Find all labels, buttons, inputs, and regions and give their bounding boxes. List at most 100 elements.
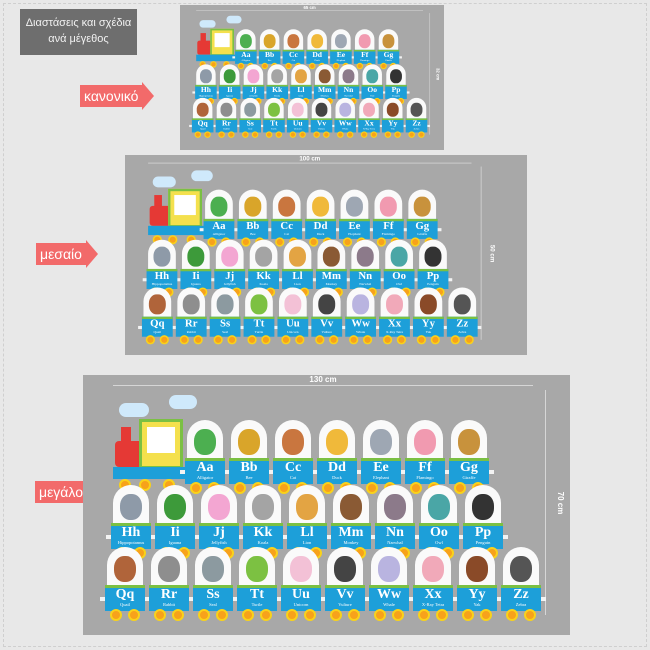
animal-seal-icon bbox=[244, 102, 257, 117]
car-animal-name: Duck bbox=[316, 232, 325, 236]
engine-boiler bbox=[197, 40, 213, 55]
car-letter: Cc bbox=[288, 50, 298, 60]
car-animal-name: Quail bbox=[120, 602, 130, 607]
wheel-icon bbox=[374, 609, 386, 621]
car-box: Gg Giraffe bbox=[406, 218, 438, 239]
train-car: Uu Unicorn bbox=[281, 547, 321, 623]
animal-owl-icon bbox=[428, 494, 450, 520]
car-box: Ss Seal bbox=[209, 316, 241, 337]
car-animal-name: Flamingo bbox=[416, 475, 434, 480]
car-animal-name: Elephant bbox=[336, 59, 346, 62]
wheel-icon bbox=[315, 335, 325, 345]
car-box: Ee Elephant bbox=[361, 458, 401, 484]
car-letter: Zz bbox=[456, 318, 469, 330]
animal-alligator-icon bbox=[239, 34, 252, 49]
car-box: Rr Rabbit bbox=[215, 118, 238, 133]
car-animal-name: Alligator bbox=[196, 475, 214, 480]
car-animal-name: Whale bbox=[383, 602, 395, 607]
animal-zebra-icon bbox=[410, 102, 423, 117]
animal-duck-icon bbox=[326, 429, 348, 455]
width-dimension: 100 cm bbox=[148, 155, 472, 164]
car-dome bbox=[407, 420, 443, 460]
car-box: Dd Duck bbox=[305, 218, 336, 239]
animal-hippopotamus-icon bbox=[153, 246, 171, 267]
info-line-2: ανά μέγεθος bbox=[48, 33, 109, 45]
animal-elephant-icon bbox=[334, 34, 347, 49]
wheel-icon bbox=[384, 131, 392, 138]
car-box: Mm Monkey bbox=[313, 84, 336, 99]
car-animal-name: Yak bbox=[425, 329, 432, 334]
car-dome bbox=[415, 547, 451, 587]
wheel-icon bbox=[392, 609, 404, 621]
car-dome bbox=[319, 420, 355, 460]
car-box: Ii Iguana bbox=[218, 84, 241, 99]
car-animal-name: Flamingo bbox=[381, 232, 395, 236]
car-animal-name: Unicorn bbox=[293, 127, 302, 131]
car-dome bbox=[419, 239, 447, 271]
wheel-icon bbox=[304, 609, 316, 621]
car-letter: Ii bbox=[192, 270, 200, 283]
train-car: Aa Alligator bbox=[185, 420, 225, 496]
car-dome bbox=[239, 547, 275, 587]
car-dome bbox=[215, 239, 244, 271]
wheel-icon bbox=[450, 335, 460, 345]
car-animal-name: Quail bbox=[199, 127, 206, 131]
car-box: Hh Hippopotamus bbox=[111, 523, 151, 549]
animal-quail-icon bbox=[148, 294, 166, 315]
car-letter: Kk bbox=[253, 525, 273, 540]
wheel-icon bbox=[286, 609, 298, 621]
wheel-icon bbox=[337, 131, 344, 138]
car-box: Tt Turtle bbox=[237, 585, 277, 611]
wheel-icon bbox=[356, 62, 364, 70]
car-box: Bb Bee bbox=[229, 458, 269, 484]
car-dome bbox=[148, 239, 176, 271]
car-animal-name: Jellyfish bbox=[211, 540, 227, 545]
cloud-icon bbox=[152, 176, 176, 188]
height-label: 70 cm bbox=[555, 491, 565, 514]
wheel-icon bbox=[168, 235, 178, 245]
car-dome bbox=[307, 29, 327, 51]
car-animal-name: Quail bbox=[153, 329, 162, 334]
car-box: Pp Penguin bbox=[417, 268, 449, 289]
animal-quail-icon bbox=[114, 556, 136, 582]
car-box: Qq Quail bbox=[141, 316, 173, 337]
car-box: Ii Iguana bbox=[180, 268, 212, 289]
car-animal-name: Iguana bbox=[226, 94, 233, 97]
car-box: Ff Flamingo bbox=[353, 49, 376, 64]
car-letter: Oo bbox=[392, 270, 407, 283]
wheel-icon bbox=[309, 237, 319, 247]
wheel-icon bbox=[462, 609, 474, 621]
wheel-icon bbox=[366, 482, 378, 494]
wheel-icon bbox=[159, 335, 169, 345]
car-box: Kk Koala bbox=[266, 84, 288, 99]
train-car: Dd Duck bbox=[305, 189, 336, 249]
engine-window bbox=[147, 427, 175, 453]
wheel-icon bbox=[216, 609, 228, 621]
car-letter: Gg bbox=[415, 220, 430, 232]
car-box: Xx X-Ray Tetra bbox=[379, 316, 410, 337]
info-line-1: Διαστάσεις και σχέδια bbox=[25, 17, 132, 29]
train-car: Ww Whale bbox=[345, 287, 377, 346]
car-letter: Yy bbox=[468, 587, 486, 602]
wheel-icon bbox=[309, 62, 316, 70]
car-letter: Uu bbox=[292, 587, 310, 602]
car-box: Uu Unicorn bbox=[281, 585, 321, 611]
car-letter: Uu bbox=[292, 119, 303, 128]
car-letter: Dd bbox=[313, 220, 328, 232]
car-animal-name: Hippopotamus bbox=[198, 94, 214, 97]
car-box: Uu Unicorn bbox=[277, 316, 309, 337]
image-frame bbox=[3, 3, 647, 647]
wheel-icon bbox=[418, 131, 425, 138]
car-letter: Ww bbox=[376, 587, 402, 602]
car-animal-name: Rabbit bbox=[186, 329, 196, 334]
car-box: Yy Yak bbox=[412, 316, 444, 337]
car-box: Nn Narwhal bbox=[349, 268, 381, 289]
train-car: Ll Lion bbox=[290, 64, 312, 105]
train-car: Ss Seal bbox=[193, 547, 233, 623]
car-animal-name: Zebra bbox=[515, 602, 527, 607]
car-dome bbox=[283, 239, 312, 271]
car-dome bbox=[245, 485, 281, 525]
wheel-icon bbox=[110, 609, 122, 621]
car-letter: Qq bbox=[115, 587, 135, 602]
car-letter: Mm bbox=[321, 270, 341, 283]
